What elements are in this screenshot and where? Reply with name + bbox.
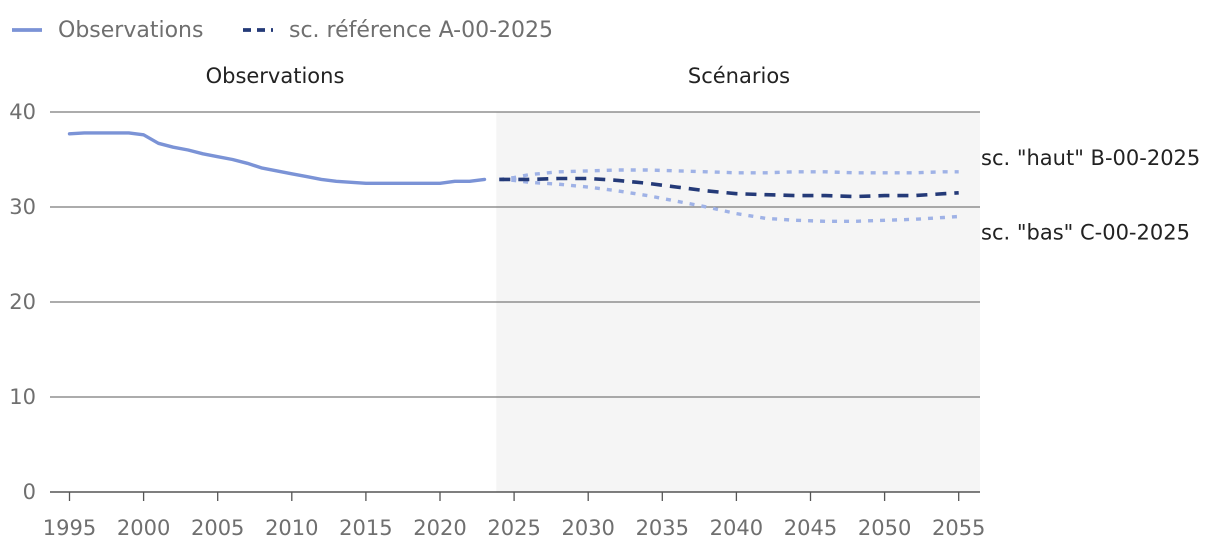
x-tick-label-2035: 2035 (636, 516, 689, 540)
x-tick-label-2040: 2040 (710, 516, 763, 540)
end-labels: sc. "haut" B-00-2025 sc. "bas" C-00-2025 (981, 146, 1200, 245)
legend-label-sc-r-f-rence-a-00-2025: sc. référence A-00-2025 (289, 18, 553, 43)
x-tick-label-2005: 2005 (191, 516, 244, 540)
x-tick-label-2050: 2050 (858, 516, 911, 540)
end-label-sc-bas-c-00-2025: sc. "bas" C-00-2025 (981, 221, 1190, 245)
y-axis: 0 10 20 30 40 (9, 100, 36, 504)
y-tick-label-0: 0 (23, 480, 36, 504)
section-titles: Observations Scénarios (206, 64, 791, 88)
series-layer (67, 131, 959, 224)
x-tick-label-1995: 1995 (43, 516, 96, 540)
y-tick-label-10: 10 (9, 385, 36, 409)
y-tick-label-40: 40 (9, 100, 36, 124)
x-tick-label-2000: 2000 (117, 516, 170, 540)
end-label-sc-haut-b-00-2025: sc. "haut" B-00-2025 (981, 146, 1200, 170)
x-axis: 1995 2000 2005 2010 2015 2020 2025 2030 2035 2040… (43, 492, 985, 540)
gridlines (50, 111, 980, 493)
section-title-sc-narios: Scénarios (688, 64, 790, 88)
section-title-observations: Observations (206, 64, 345, 88)
x-tick-label-2055: 2055 (932, 516, 985, 540)
legend: Observations sc. référence A-00-2025 (12, 18, 553, 43)
x-tick-label-2020: 2020 (413, 516, 466, 540)
series-line-observations (67, 131, 487, 186)
x-tick-label-2025: 2025 (487, 516, 540, 540)
y-tick-label-20: 20 (9, 290, 36, 314)
x-tick-label-2015: 2015 (339, 516, 392, 540)
legend-label-observations: Observations (58, 18, 203, 43)
x-tick-label-2030: 2030 (561, 516, 614, 540)
x-tick-label-2010: 2010 (265, 516, 318, 540)
y-tick-label-30: 30 (9, 195, 36, 219)
x-tick-label-2045: 2045 (784, 516, 837, 540)
